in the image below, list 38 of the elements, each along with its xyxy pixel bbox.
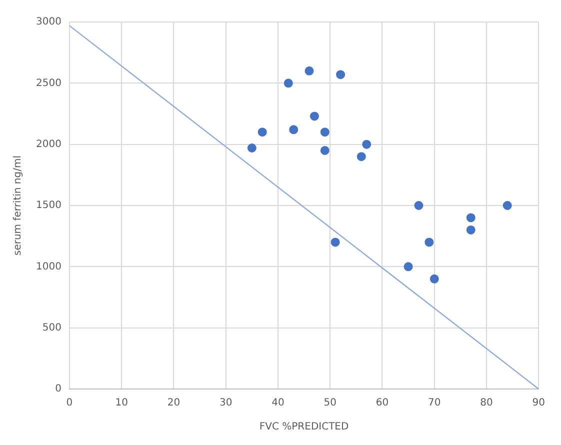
x-tick-label: 20 <box>167 398 180 409</box>
point <box>424 238 434 247</box>
y-tick-label: 500 <box>42 322 62 334</box>
x-axis-title: FVC %PREDICTED <box>259 422 349 433</box>
y-tick-label: 2000 <box>36 138 62 150</box>
y-tick-label: 2500 <box>36 78 62 89</box>
point <box>430 274 439 284</box>
x-tick-label: 50 <box>324 398 336 409</box>
y-axis-title: serum ferritin ng/ml <box>12 155 24 256</box>
point <box>320 146 330 155</box>
y-tick-label: 0 <box>55 384 62 395</box>
point <box>284 78 293 88</box>
point <box>466 213 476 222</box>
point <box>258 128 267 137</box>
point <box>356 152 366 162</box>
point <box>336 70 346 80</box>
point <box>289 125 298 134</box>
y-tick-label: 3000 <box>36 16 62 28</box>
x-tick-label: 40 <box>272 398 284 409</box>
x-tick-label: 80 <box>480 398 493 409</box>
point <box>362 140 372 149</box>
point <box>404 262 413 272</box>
x-tick-label: 90 <box>532 398 546 409</box>
x-tick-label: 70 <box>428 398 441 409</box>
point <box>466 225 476 234</box>
point <box>330 238 340 247</box>
point <box>320 128 330 137</box>
point <box>247 144 256 153</box>
point <box>304 66 314 76</box>
point <box>502 201 512 210</box>
x-tick-label: 30 <box>219 398 232 409</box>
x-tick-label: 10 <box>115 398 128 409</box>
y-tick-label: 1000 <box>36 261 62 272</box>
x-tick-label: 0 <box>66 398 73 409</box>
point <box>414 201 424 210</box>
x-tick-label: 60 <box>376 398 389 409</box>
y-tick-label: 1500 <box>36 200 62 212</box>
point <box>310 112 319 121</box>
